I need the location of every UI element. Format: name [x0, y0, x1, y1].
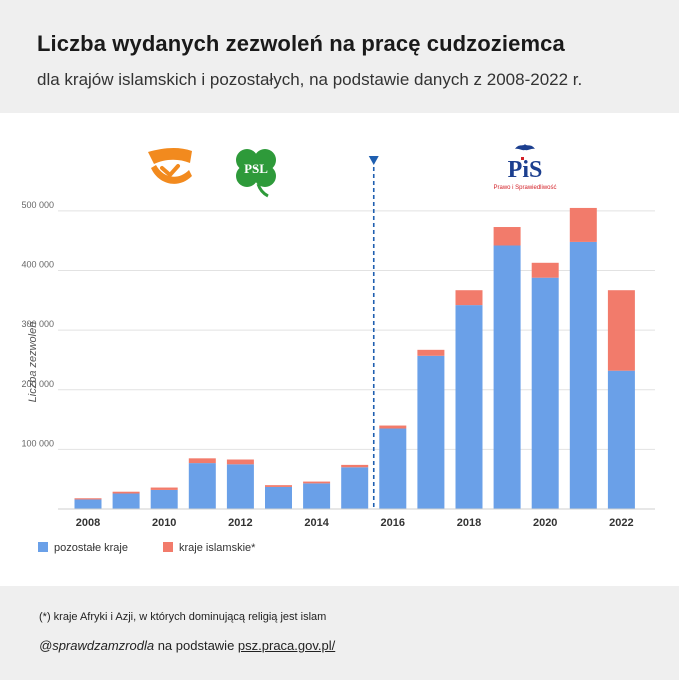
bar-pozostale-2014 [303, 483, 331, 509]
bar-pozostale-2018 [455, 305, 483, 509]
bar-islamskie-2017 [417, 349, 445, 356]
y-tick-label: 400 000 [21, 260, 54, 270]
x-tick-label: 2008 [76, 517, 100, 529]
bar-pozostale-2022 [607, 370, 635, 509]
bar-islamskie-2022 [607, 290, 635, 371]
x-tick-label: 2022 [609, 517, 633, 529]
bar-islamskie-2018 [455, 290, 483, 306]
x-tick-label: 2016 [381, 517, 405, 529]
bar-islamskie-2019 [493, 227, 521, 246]
header: Liczba wydanych zezwoleń na pracę cudzoz… [0, 0, 679, 113]
bar-islamskie-2011 [188, 458, 216, 464]
y-tick-label: 500 000 [21, 200, 54, 210]
y-axis-label: Liczba zezwoleń [27, 322, 39, 403]
legend-swatch-islamskie [163, 542, 173, 552]
source-line: @sprawdzamzrodla na podstawie psz.praca.… [39, 638, 335, 653]
source-text: na podstawie [154, 638, 238, 653]
legend: pozostałe kraje kraje islamskie* [38, 542, 256, 554]
source-link[interactable]: psz.praca.gov.pl/ [237, 638, 336, 653]
pis-eagle-icon: PiS Prawo i Sprawiedliwość [493, 144, 557, 191]
legend-label-islamskie: kraje islamskie* [179, 542, 256, 554]
x-tick-label: 2018 [457, 517, 481, 529]
bar-islamskie-2016 [379, 425, 407, 429]
bar-pozostale-2019 [493, 245, 521, 509]
pis-logo-label: PiS [508, 157, 543, 183]
y-tick-label: 200 000 [21, 379, 54, 389]
x-tick-label: 2014 [304, 517, 329, 529]
bar-pozostale-2009 [112, 493, 140, 509]
bar-pozostale-2013 [265, 486, 292, 509]
bar-islamskie-2012 [226, 459, 254, 465]
bar-pozostale-2012 [226, 464, 254, 509]
x-tick-label: 2020 [533, 517, 557, 529]
x-tick-label: 2012 [228, 517, 252, 529]
legend-label-pozostale: pozostałe kraje [54, 542, 128, 554]
source-handle: @sprawdzamzrodla [39, 638, 155, 653]
footnote: (*) kraje Afryki i Azji, w których domin… [39, 611, 327, 623]
po-logo-icon [148, 148, 192, 184]
bar-pozostale-2017 [417, 355, 445, 509]
bar-islamskie-2015 [341, 464, 369, 468]
bar-islamskie-2020 [531, 262, 559, 278]
psl-logo-label: PSL [244, 161, 268, 176]
footer: (*) kraje Afryki i Azji, w których domin… [0, 586, 679, 680]
y-tick-label: 100 000 [21, 438, 54, 448]
bar-pozostale-2010 [150, 489, 178, 509]
pis-logo-caption: Prawo i Sprawiedliwość [493, 185, 556, 191]
bar-pozostale-2021 [569, 241, 597, 509]
y-tick-label: 300 000 [21, 319, 54, 329]
page-subtitle: dla krajów islamskich i pozostałych, na … [37, 70, 583, 89]
bar-islamskie-2008 [74, 498, 102, 500]
bar-islamskie-2014 [303, 481, 331, 484]
bar-pozostale-2011 [188, 463, 216, 509]
marker-triangle-icon [368, 156, 379, 165]
bar-chart: PSL PiS Prawo i Sprawiedliwość 100 000 20… [21, 144, 655, 554]
bar-pozostale-2008 [74, 499, 102, 509]
page-title: Liczba wydanych zezwoleń na pracę cudzoz… [37, 31, 565, 56]
bar-pozostale-2016 [379, 428, 407, 509]
bar-pozostale-2015 [341, 467, 369, 509]
bar-islamskie-2013 [265, 485, 292, 487]
bar-islamskie-2009 [112, 491, 140, 494]
x-tick-label: 2010 [152, 517, 176, 529]
bar-pozostale-2020 [531, 277, 559, 509]
bar-islamskie-2021 [569, 207, 597, 242]
legend-swatch-pozostale [38, 542, 48, 552]
bar-islamskie-2010 [150, 487, 178, 490]
psl-clover-icon: PSL [236, 149, 276, 198]
